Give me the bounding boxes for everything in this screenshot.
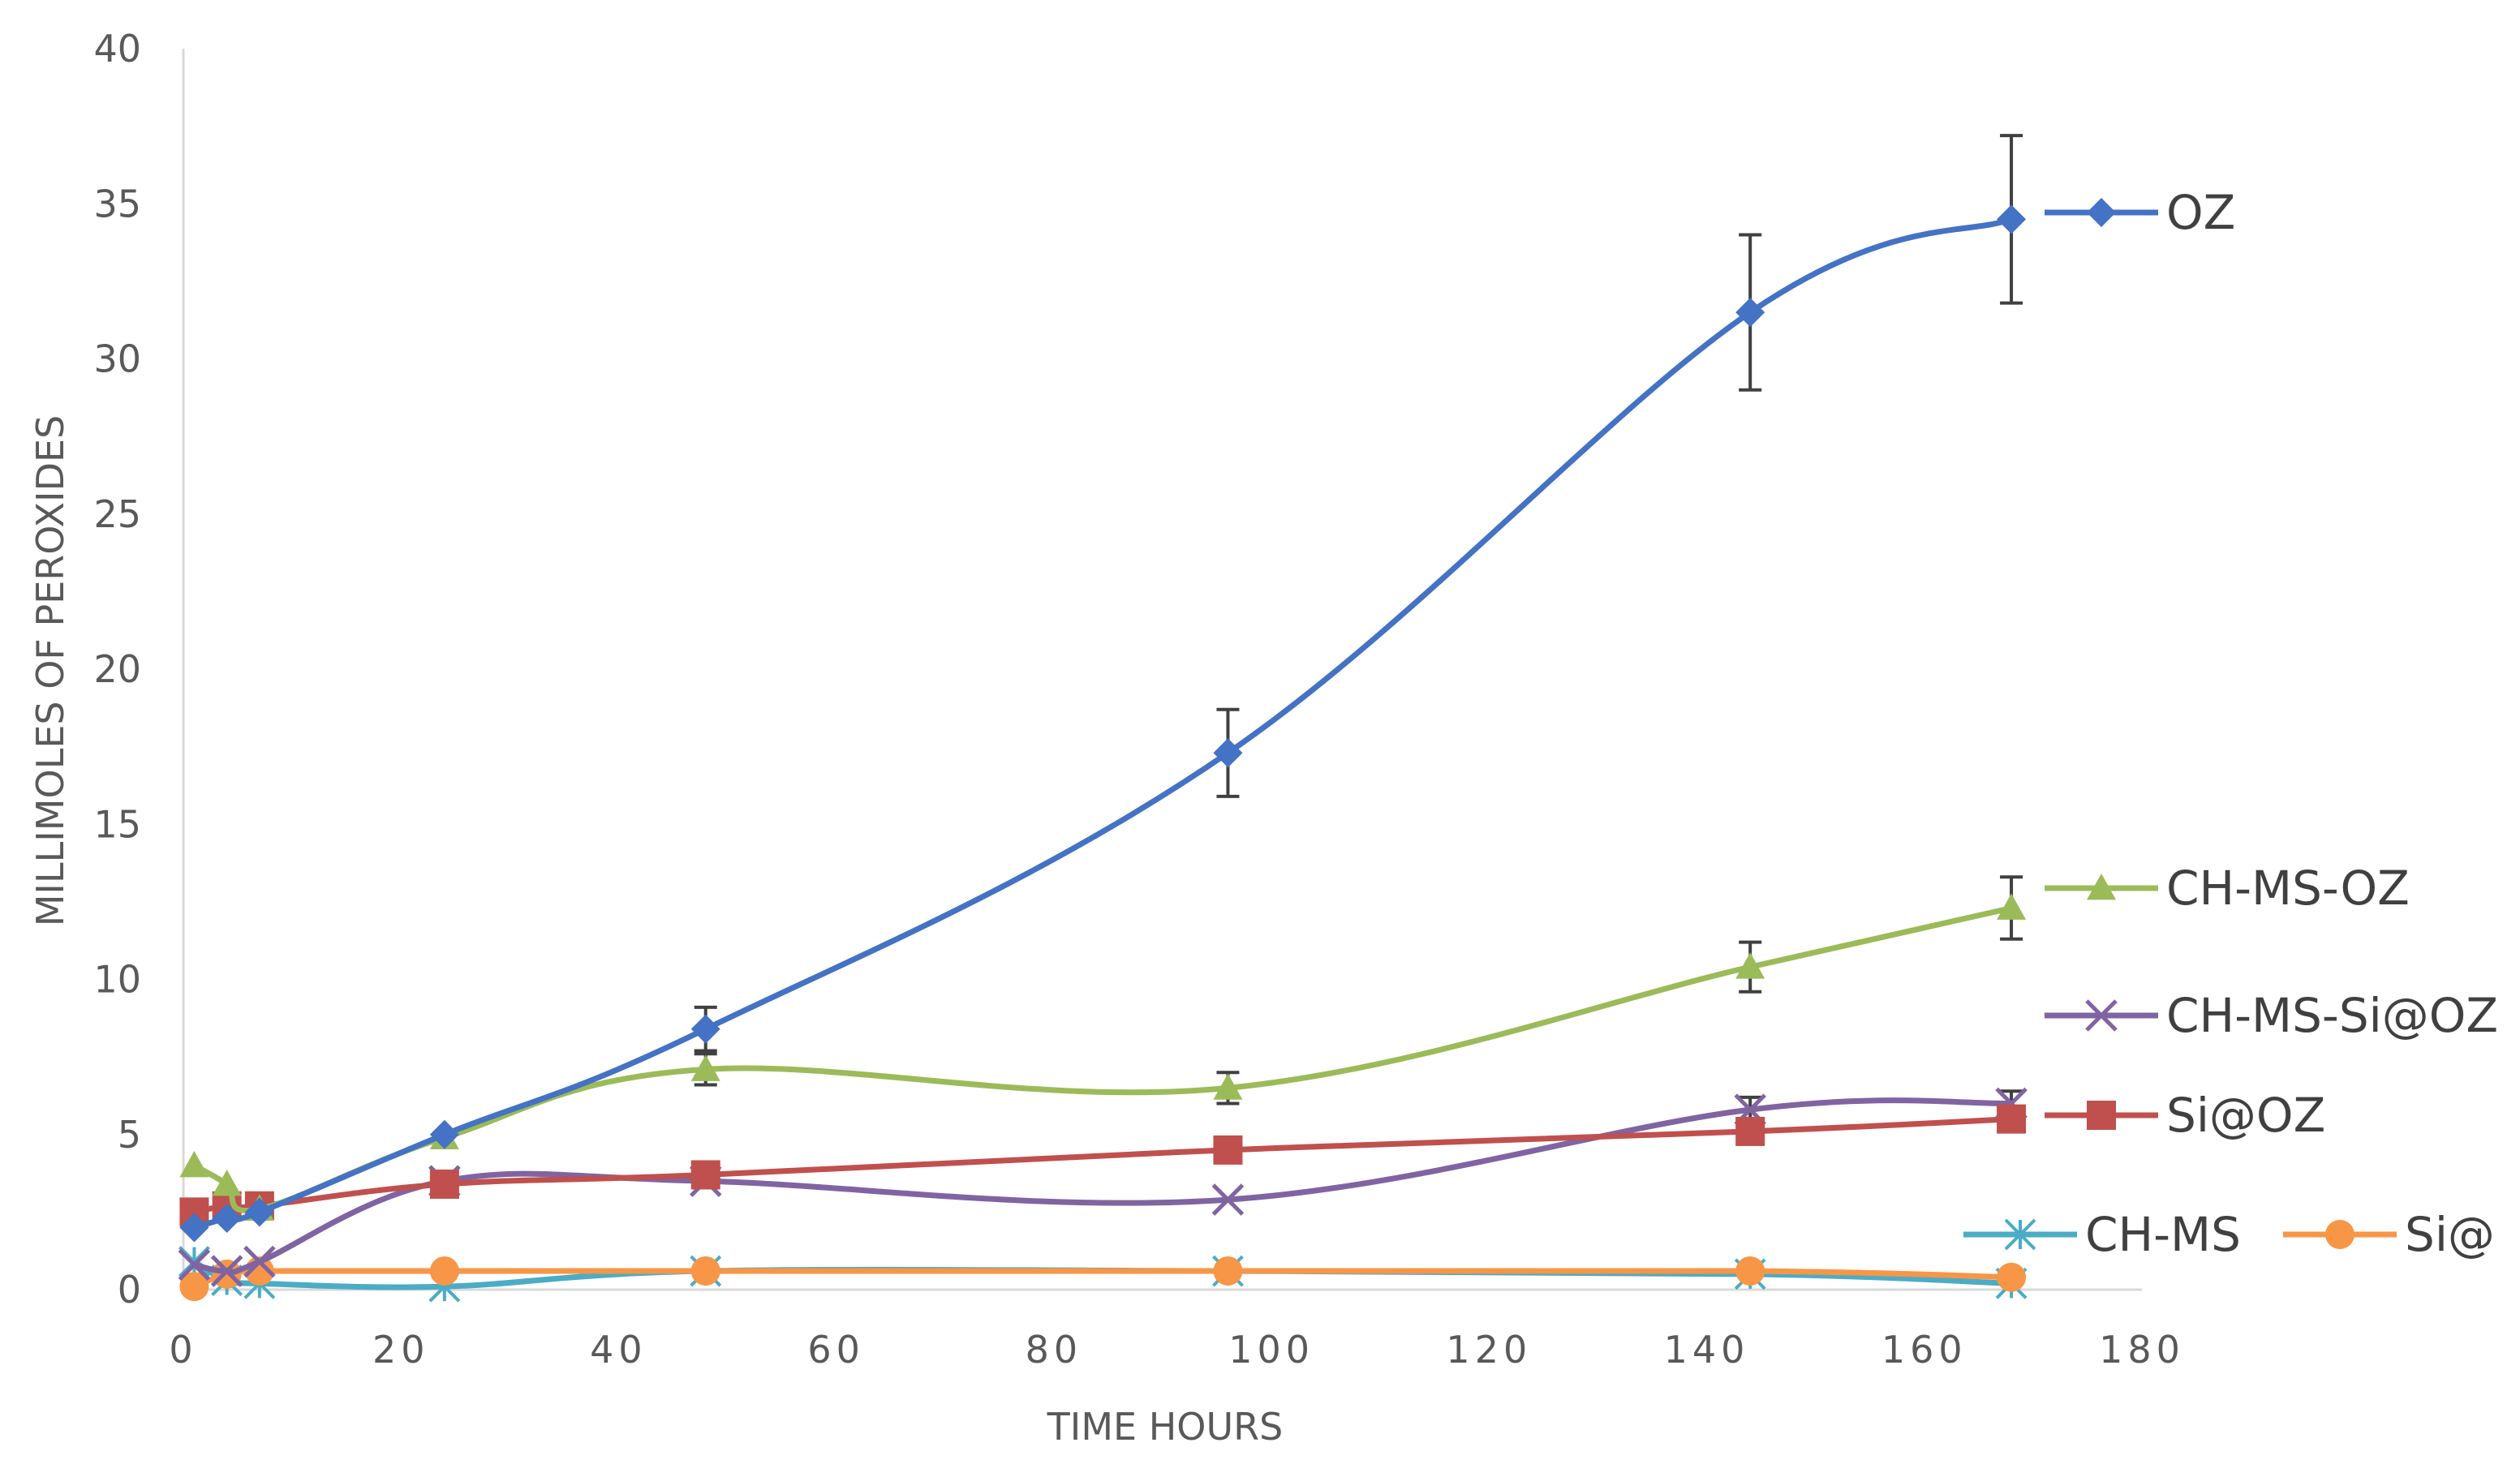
data-point-ch-ms-si-oz — [178, 1248, 211, 1282]
data-point-ch-ms-si-oz-stroke — [210, 1255, 243, 1287]
x-tick-label: 20 — [372, 1328, 430, 1372]
data-point-si — [690, 1256, 720, 1286]
legend-item-ch-ms-si-oz: CH-MS-Si@OZ — [2045, 988, 2498, 1043]
data-point-ch-ms-si-oz-stroke — [243, 1245, 276, 1278]
series-line-oz — [191, 216, 2015, 1230]
data-point-ch-ms-si-oz — [210, 1255, 243, 1287]
x-tick-label: 100 — [1228, 1328, 1314, 1372]
data-point-oz — [212, 1204, 242, 1234]
data-point-si — [429, 1256, 459, 1286]
legend-item-si-oz: Si@OZ — [2045, 1088, 2325, 1143]
y-tick-label: 0 — [118, 1268, 141, 1312]
data-point-si-oz — [1997, 1104, 2027, 1134]
y-axis-title: MILLIMOLES OF PEROXIDES — [28, 415, 72, 927]
data-point-ch-ms-oz — [1997, 893, 2027, 920]
data-point-oz — [1213, 738, 1243, 768]
data-point-oz — [429, 1119, 459, 1149]
x-tick-label: 60 — [807, 1328, 865, 1372]
y-tick-label: 30 — [93, 337, 141, 381]
data-point-ch-ms-oz — [1213, 1073, 1243, 1100]
axes — [182, 49, 2142, 1291]
x-axis-title: TIME HOURS — [1047, 1405, 1284, 1449]
x-tick-label: 120 — [1446, 1328, 1532, 1372]
y-tick-label: 20 — [93, 647, 141, 691]
legend-item-si: Si@ — [2283, 1207, 2495, 1262]
data-point-ch-ms-oz — [1735, 952, 1765, 979]
legend-label-ch-ms: CH-MS — [2085, 1207, 2241, 1262]
legend-label-ch-ms-oz: CH-MS-OZ — [2166, 861, 2410, 916]
data-point-si — [212, 1259, 242, 1289]
data-point-oz — [1997, 204, 2027, 234]
data-point-oz — [244, 1197, 274, 1227]
data-point-ch-ms-si-oz-stroke — [178, 1248, 211, 1282]
data-point-ch-ms-oz — [690, 1054, 720, 1081]
x-tick-label: 40 — [590, 1328, 647, 1372]
legend-marker-ch-ms — [2004, 1218, 2036, 1251]
data-point-ch-ms-oz — [179, 1151, 209, 1178]
data-point-oz — [690, 1014, 720, 1044]
series-si — [179, 1256, 2027, 1302]
series-layer — [178, 134, 2028, 1303]
data-point-ch-ms-si-oz — [243, 1245, 276, 1278]
legend-item-ch-ms: CH-MS — [1963, 1207, 2241, 1262]
tick-labels: 0 5 10 15 20 25 30 35 40 0 20 40 60 80 100 120 140 160 180 — [93, 27, 2185, 1372]
y-tick-label: 15 — [93, 802, 141, 846]
data-point-oz — [1735, 298, 1765, 328]
y-tick-label: 25 — [93, 492, 141, 536]
data-point-si — [1735, 1256, 1765, 1286]
x-tick-label: 160 — [1881, 1328, 1967, 1372]
series-line-ch-ms-oz — [191, 905, 2015, 1213]
legend-marker-si — [2325, 1220, 2354, 1249]
data-point-oz — [179, 1213, 209, 1243]
x-tick-label: 80 — [1026, 1328, 1083, 1372]
data-point-ch-ms-oz — [212, 1169, 242, 1196]
series-si-oz — [179, 1104, 2027, 1227]
x-tick-label: 0 — [169, 1328, 197, 1372]
legend-label-si: Si@ — [2405, 1207, 2495, 1262]
data-point-si-oz — [690, 1160, 720, 1190]
data-point-si — [1997, 1262, 2027, 1292]
data-point-si-oz — [1213, 1135, 1243, 1165]
legend: OZ CH-MS-OZ CH-MS-Si@OZ Si@OZ CH-MS Si@ — [1963, 185, 2498, 1262]
data-point-ch-ms-si-oz-stroke — [1211, 1183, 1245, 1216]
y-tick-label: 40 — [93, 27, 141, 71]
legend-marker-si-oz — [2087, 1101, 2116, 1130]
y-tick-label: 10 — [93, 958, 141, 1002]
legend-marker-ch-ms-si-oz — [2085, 999, 2118, 1032]
legend-label-ch-ms-si-oz: CH-MS-Si@OZ — [2166, 988, 2498, 1043]
data-point-ch-ms — [178, 1246, 210, 1277]
legend-label-si-oz: Si@OZ — [2166, 1088, 2325, 1143]
data-point-si — [179, 1272, 209, 1302]
legend-marker-ch-ms-si-oz-stroke — [2085, 999, 2118, 1032]
legend-item-oz: OZ — [2045, 185, 2235, 240]
data-point-ch-ms-si-oz — [1211, 1183, 1245, 1216]
data-point-si-oz — [429, 1169, 459, 1199]
legend-marker-oz — [2087, 198, 2116, 227]
y-tick-label: 5 — [118, 1113, 141, 1157]
legend-marker-ch-ms-oz — [2087, 874, 2116, 900]
x-tick-label: 140 — [1664, 1328, 1750, 1372]
legend-label-oz: OZ — [2166, 185, 2235, 240]
legend-item-ch-ms-oz: CH-MS-OZ — [2045, 861, 2410, 916]
data-point-si-oz — [1735, 1116, 1765, 1146]
y-tick-label: 35 — [93, 182, 141, 225]
series-oz — [179, 134, 2027, 1243]
x-tick-label: 180 — [2099, 1328, 2185, 1372]
data-point-si — [1213, 1256, 1243, 1286]
